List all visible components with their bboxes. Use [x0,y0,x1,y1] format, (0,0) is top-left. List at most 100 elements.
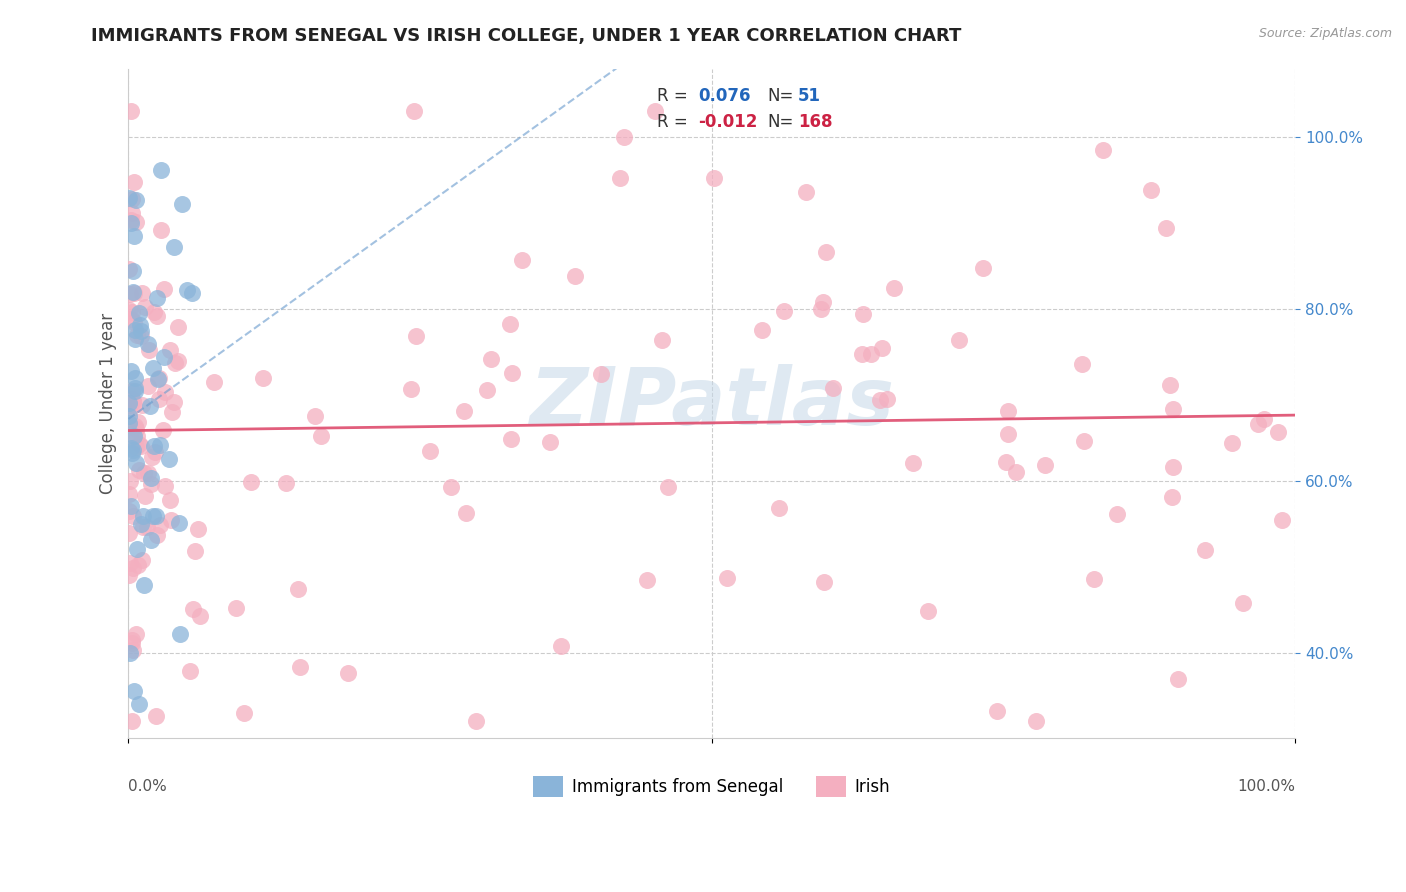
Point [1161,402,1184,417]
Text: 100.0%: 100.0% [1237,779,1295,794]
Point [872,341,894,355]
Point [118,396,141,410]
Point [118,487,141,501]
Point [139,470,162,484]
Point [134,489,156,503]
Point [129,517,152,532]
Point [125,627,148,641]
Point [121,305,143,319]
Point [813,294,835,309]
Point [453,404,475,418]
Point [118,191,141,205]
Point [121,205,143,219]
Point [1271,513,1294,527]
Point [1005,465,1028,479]
Point [121,636,143,650]
Point [120,287,142,301]
Point [120,213,142,227]
Point [454,506,477,520]
Point [163,356,186,370]
Point [125,193,148,207]
Point [821,380,844,394]
Point [657,480,679,494]
Point [1092,143,1115,157]
Point [233,706,256,720]
Point [948,333,970,347]
Y-axis label: College, Under 1 year: College, Under 1 year [100,313,117,494]
Point [131,439,153,453]
Point [997,426,1019,441]
Point [179,664,201,678]
Point [125,215,148,229]
Point [813,575,835,590]
Point [1073,434,1095,448]
Point [419,443,441,458]
Point [636,573,658,587]
Text: 168: 168 [799,112,832,131]
Point [122,428,145,442]
Point [118,567,141,582]
Point [152,424,174,438]
Point [499,432,522,446]
Point [148,371,170,385]
Point [121,446,143,460]
Point [405,329,427,343]
Point [118,398,141,412]
Point [510,252,533,267]
Point [1159,378,1181,392]
Point [145,708,167,723]
Point [120,389,142,403]
Point [129,318,152,332]
Point [609,170,631,185]
Point [153,350,176,364]
Point [146,291,169,305]
Point [120,392,142,407]
Point [132,577,155,591]
Point [149,438,172,452]
Point [190,609,212,624]
Point [125,429,148,443]
Point [159,513,181,527]
Text: -0.012: -0.012 [697,112,758,131]
Point [153,479,176,493]
Point [122,560,145,574]
Point [124,371,146,385]
Point [751,323,773,337]
Point [145,509,167,524]
Point [131,329,153,343]
Point [1194,542,1216,557]
Point [136,466,159,480]
Point [150,223,173,237]
Point [1160,491,1182,505]
Point [149,162,172,177]
Point [131,509,153,524]
Point [1253,412,1275,426]
Point [869,393,891,408]
Point [124,419,146,434]
Point [157,452,180,467]
Point [127,558,149,573]
Point [121,643,143,657]
Point [399,382,422,396]
Point [994,454,1017,468]
Point [148,392,170,406]
Legend: Immigrants from Senegal, Irish: Immigrants from Senegal, Irish [527,769,897,804]
Point [136,520,159,534]
Point [136,378,159,392]
Point [852,307,875,321]
Text: IMMIGRANTS FROM SENEGAL VS IRISH COLLEGE, UNDER 1 YEAR CORRELATION CHART: IMMIGRANTS FROM SENEGAL VS IRISH COLLEGE… [91,27,962,45]
Text: Source: ZipAtlas.com: Source: ZipAtlas.com [1258,27,1392,40]
Point [121,285,143,299]
Point [120,104,142,119]
Point [118,646,141,660]
Point [716,571,738,585]
Point [152,282,174,296]
Point [132,520,155,534]
Point [1070,357,1092,371]
Point [122,398,145,412]
Point [134,300,156,314]
Point [142,509,165,524]
Point [122,285,145,300]
Point [501,366,523,380]
Point [202,375,225,389]
